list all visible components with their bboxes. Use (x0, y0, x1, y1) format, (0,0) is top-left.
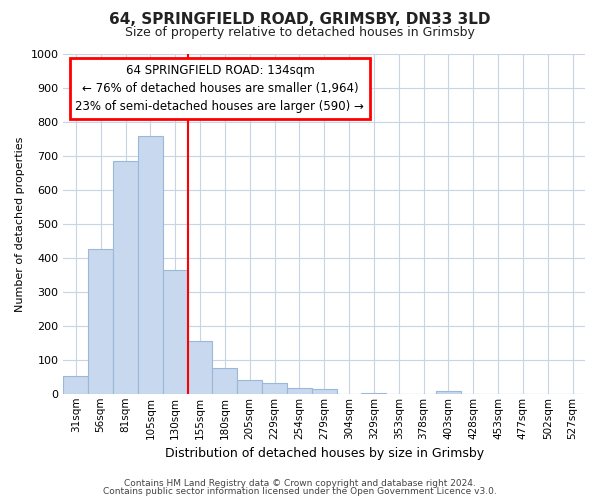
X-axis label: Distribution of detached houses by size in Grimsby: Distribution of detached houses by size … (164, 447, 484, 460)
Text: 64 SPRINGFIELD ROAD: 134sqm
← 76% of detached houses are smaller (1,964)
23% of : 64 SPRINGFIELD ROAD: 134sqm ← 76% of det… (76, 64, 364, 113)
Bar (113, 161, 138, 394)
Bar (88, 250, 113, 394)
Bar (287, 388, 312, 394)
Bar (312, 390, 337, 394)
Bar (361, 392, 386, 394)
Bar (138, 136, 163, 394)
Text: Contains HM Land Registry data © Crown copyright and database right 2024.: Contains HM Land Registry data © Crown c… (124, 478, 476, 488)
Bar (262, 382, 287, 394)
Y-axis label: Number of detached properties: Number of detached properties (15, 136, 25, 312)
Bar (436, 391, 461, 394)
Bar (212, 368, 237, 394)
Text: Contains public sector information licensed under the Open Government Licence v3: Contains public sector information licen… (103, 487, 497, 496)
Text: 64, SPRINGFIELD ROAD, GRIMSBY, DN33 3LD: 64, SPRINGFIELD ROAD, GRIMSBY, DN33 3LD (109, 12, 491, 28)
Bar (163, 270, 188, 394)
Bar (188, 341, 212, 394)
Text: Size of property relative to detached houses in Grimsby: Size of property relative to detached ho… (125, 26, 475, 39)
Bar (237, 380, 262, 394)
Bar (64, 376, 88, 394)
